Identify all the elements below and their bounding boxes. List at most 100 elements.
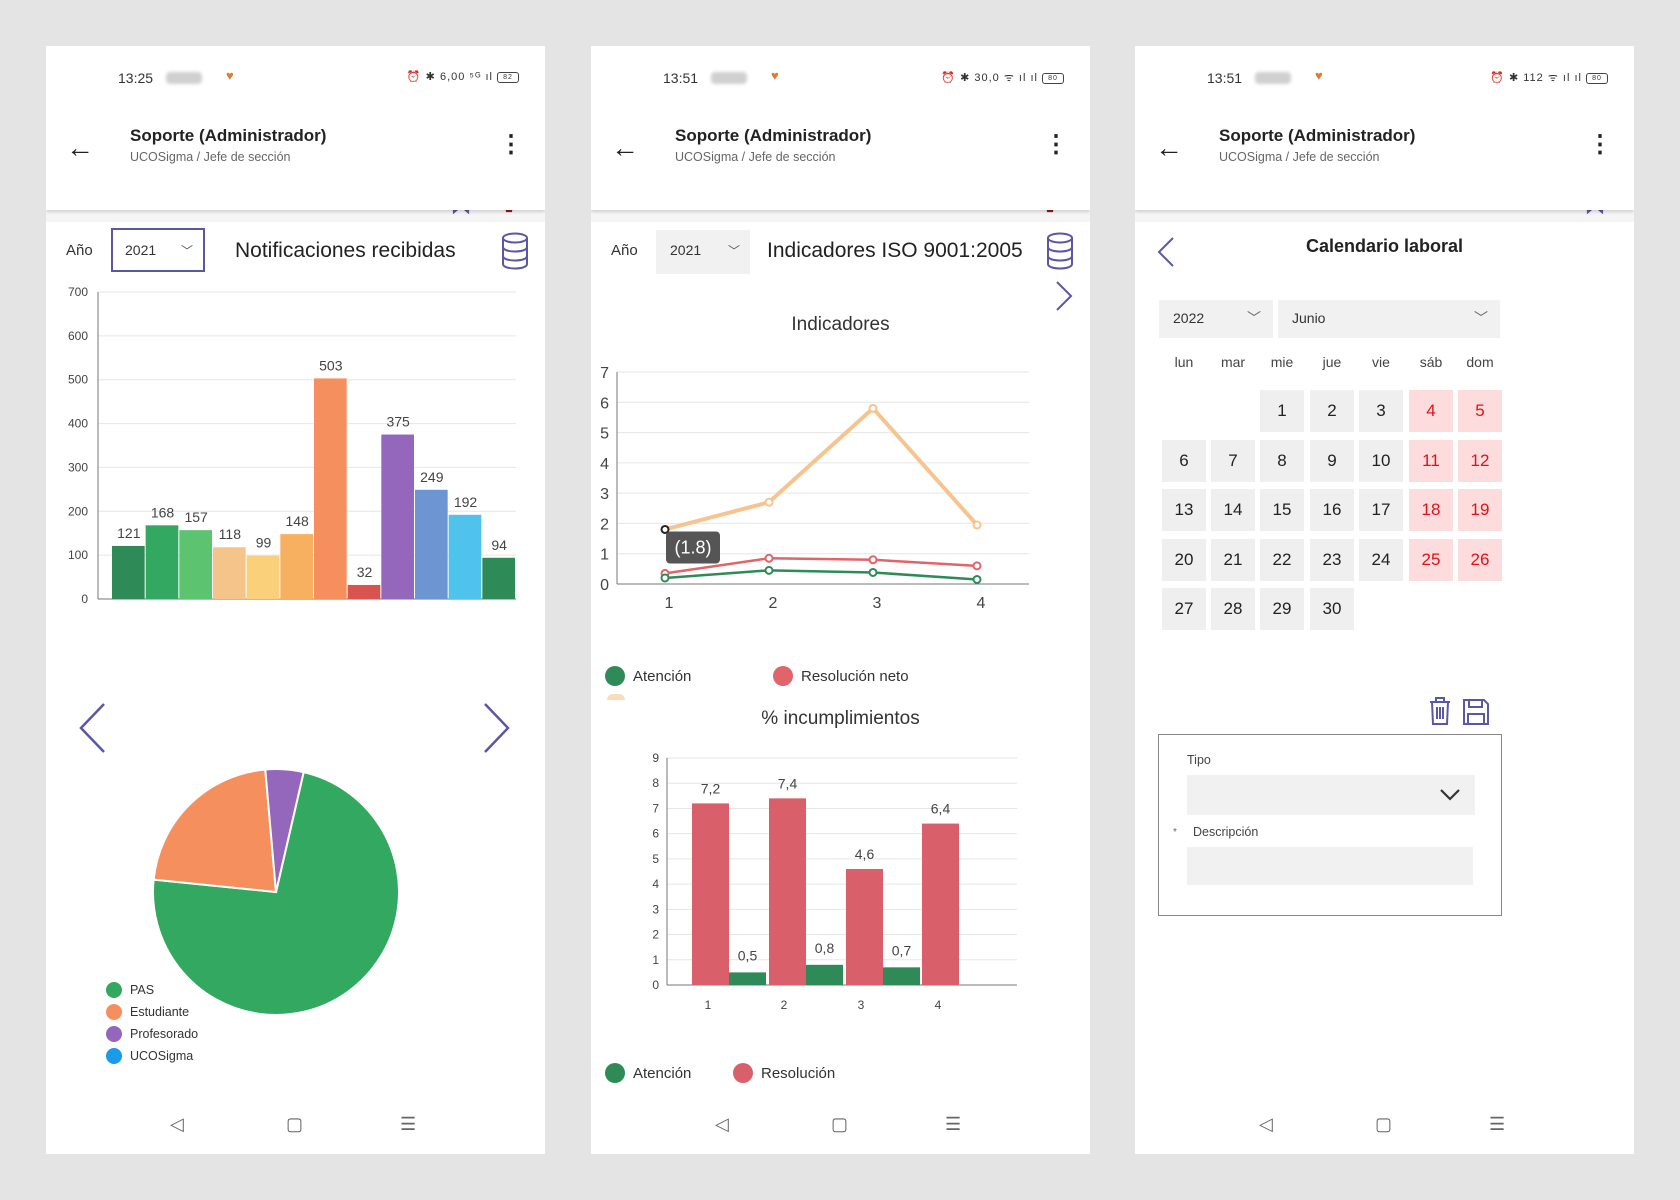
phone-calendario: 13:51 ♥ ⏰ ✱ 112 ᯤ ıl ıl 80 ← Soporte (Adm… xyxy=(1135,46,1634,1154)
nav-home-icon[interactable]: ▢ xyxy=(1375,1114,1393,1134)
pie-slice xyxy=(264,768,305,893)
bar xyxy=(883,967,920,985)
nav-menu-icon[interactable]: ☰ xyxy=(945,1114,962,1134)
battery-icon: 80 xyxy=(1586,72,1608,84)
calendar-day-2[interactable]: 2 xyxy=(1310,390,1354,432)
nav-home-icon[interactable]: ▢ xyxy=(286,1114,304,1134)
y-tick-label: 500 xyxy=(68,373,88,387)
tipo-dropdown[interactable] xyxy=(1187,775,1475,815)
app-subtitle: UCOSigma / Jefe de sección xyxy=(130,150,291,164)
chevron-left-icon[interactable] xyxy=(78,702,106,754)
data-label: 148 xyxy=(285,513,309,529)
y-tick-label: 200 xyxy=(68,504,88,518)
calendar-day-7[interactable]: 7 xyxy=(1211,439,1255,482)
calendar-day-19[interactable]: 19 xyxy=(1458,489,1502,531)
bar xyxy=(769,798,806,985)
calendar-day-16[interactable]: 16 xyxy=(1310,489,1354,531)
more-vert-icon[interactable]: ⋮ xyxy=(499,131,523,158)
pie-slice xyxy=(152,768,278,894)
legend-dot xyxy=(605,666,625,686)
calendar-day-22[interactable]: 22 xyxy=(1260,538,1304,581)
calendar-day-4[interactable]: 4 xyxy=(1409,390,1453,432)
x-tick-label: 2 xyxy=(781,998,788,1012)
bar xyxy=(179,530,212,599)
app-bar: ← Soporte (Administrador) UCOSigma / Jef… xyxy=(1135,110,1634,210)
calendar-day-9[interactable]: 9 xyxy=(1310,439,1354,482)
data-point xyxy=(764,497,774,507)
calendar-day-1[interactable]: 1 xyxy=(1260,390,1304,432)
weekday-label: lun xyxy=(1174,354,1194,370)
calendar-day-17[interactable]: 17 xyxy=(1359,489,1403,531)
data-point xyxy=(764,553,774,563)
status-indicators: ⏰ ✱ 6,00 ⁵ᴳ ıl 82 xyxy=(407,70,519,83)
calendar-day-10[interactable]: 10 xyxy=(1359,439,1403,482)
nav-back-icon[interactable]: ◁ xyxy=(715,1114,729,1134)
calendar-day-27[interactable]: 27 xyxy=(1162,588,1206,630)
nav-back-icon[interactable]: ◁ xyxy=(170,1114,184,1134)
descripcion-label: Descripción xyxy=(1193,825,1259,839)
calendar-day-14[interactable]: 14 xyxy=(1211,489,1255,531)
back-arrow-icon[interactable]: ← xyxy=(1155,132,1183,163)
page-title: Notificaciones recibidas xyxy=(235,239,456,262)
data-label: 192 xyxy=(454,494,478,510)
calendar-day-20[interactable]: 20 xyxy=(1162,538,1206,581)
calendar-day-30[interactable]: 30 xyxy=(1310,588,1354,630)
calendar-day-26[interactable]: 26 xyxy=(1458,538,1502,581)
more-vert-icon[interactable]: ⋮ xyxy=(1044,131,1068,158)
calendar-day-15[interactable]: 15 xyxy=(1260,489,1304,531)
chevron-left-icon[interactable] xyxy=(1157,236,1175,268)
back-arrow-icon[interactable]: ← xyxy=(66,132,94,163)
database-icon[interactable] xyxy=(1045,232,1075,270)
legend-dot xyxy=(605,1063,625,1083)
calendar-day-28[interactable]: 28 xyxy=(1211,588,1255,630)
calendar-day-23[interactable]: 23 xyxy=(1310,538,1354,581)
bar xyxy=(922,823,959,985)
nav-home-icon[interactable]: ▢ xyxy=(831,1114,849,1134)
back-arrow-icon[interactable]: ← xyxy=(611,132,639,163)
x-tick-label: 1 xyxy=(665,595,674,612)
y-tick-label: 3 xyxy=(600,486,609,503)
more-vert-icon[interactable]: ⋮ xyxy=(1588,131,1612,158)
database-icon[interactable] xyxy=(500,232,530,270)
bar xyxy=(729,972,766,985)
calendar-day-21[interactable]: 21 xyxy=(1211,538,1255,581)
y-tick-label: 6 xyxy=(652,827,659,841)
calendar-year-select[interactable]: 2022 ﹀ xyxy=(1159,300,1273,338)
year-select[interactable]: 2021 ﹀ xyxy=(656,230,750,274)
chevron-right-icon[interactable] xyxy=(483,702,511,754)
descripcion-input[interactable] xyxy=(1187,847,1473,885)
calendar-day-3[interactable]: 3 xyxy=(1359,390,1403,432)
app-bar: ← Soporte (Administrador) UCOSigma / Jef… xyxy=(591,110,1090,210)
bar xyxy=(280,534,313,599)
trash-icon[interactable] xyxy=(1428,696,1452,726)
calendar-day-29[interactable]: 29 xyxy=(1260,588,1304,630)
y-tick-label: 5 xyxy=(652,852,659,866)
data-point xyxy=(868,555,878,565)
data-label: 0,7 xyxy=(892,942,912,958)
calendar-day-25[interactable]: 25 xyxy=(1409,538,1453,581)
calendar-day-12[interactable]: 12 xyxy=(1458,439,1502,482)
calendar-day-13[interactable]: 13 xyxy=(1162,489,1206,531)
calendar-day-8[interactable]: 8 xyxy=(1260,439,1304,482)
year-select[interactable]: 2021 ﹀ xyxy=(111,228,205,272)
save-icon[interactable] xyxy=(1462,698,1490,726)
chevron-right-icon[interactable] xyxy=(1055,280,1073,312)
nav-menu-icon[interactable]: ☰ xyxy=(400,1114,417,1134)
status-indicators: ⏰ ✱ 30,0 ᯤ ıl ıl 80 xyxy=(941,70,1064,85)
line-chart-title: Indicadores xyxy=(791,314,890,335)
monthly-notifications-chart: 0100200300400500600700121Enero168Febrero… xyxy=(68,285,516,606)
calendar-day-6[interactable]: 6 xyxy=(1162,439,1206,482)
calendar-day-24[interactable]: 24 xyxy=(1359,538,1403,581)
nav-back-icon[interactable]: ◁ xyxy=(1259,1114,1273,1134)
calendar-month-select[interactable]: Junio ﹀ xyxy=(1278,300,1500,338)
app-title: Soporte (Administrador) xyxy=(675,126,872,145)
app-subtitle: UCOSigma / Jefe de sección xyxy=(675,150,836,164)
y-tick-label: 7 xyxy=(652,801,659,815)
bar xyxy=(846,868,883,985)
calendar-day-11[interactable]: 11 xyxy=(1409,439,1453,482)
chevron-down-icon xyxy=(1440,789,1460,801)
phone-notificaciones: 13:25 ♥ ⏰ ✱ 6,00 ⁵ᴳ ıl 82 ← Soporte (Admi… xyxy=(46,46,545,1154)
calendar-day-18[interactable]: 18 xyxy=(1409,489,1453,531)
nav-menu-icon[interactable]: ☰ xyxy=(1489,1114,1506,1134)
calendar-day-5[interactable]: 5 xyxy=(1458,390,1502,432)
